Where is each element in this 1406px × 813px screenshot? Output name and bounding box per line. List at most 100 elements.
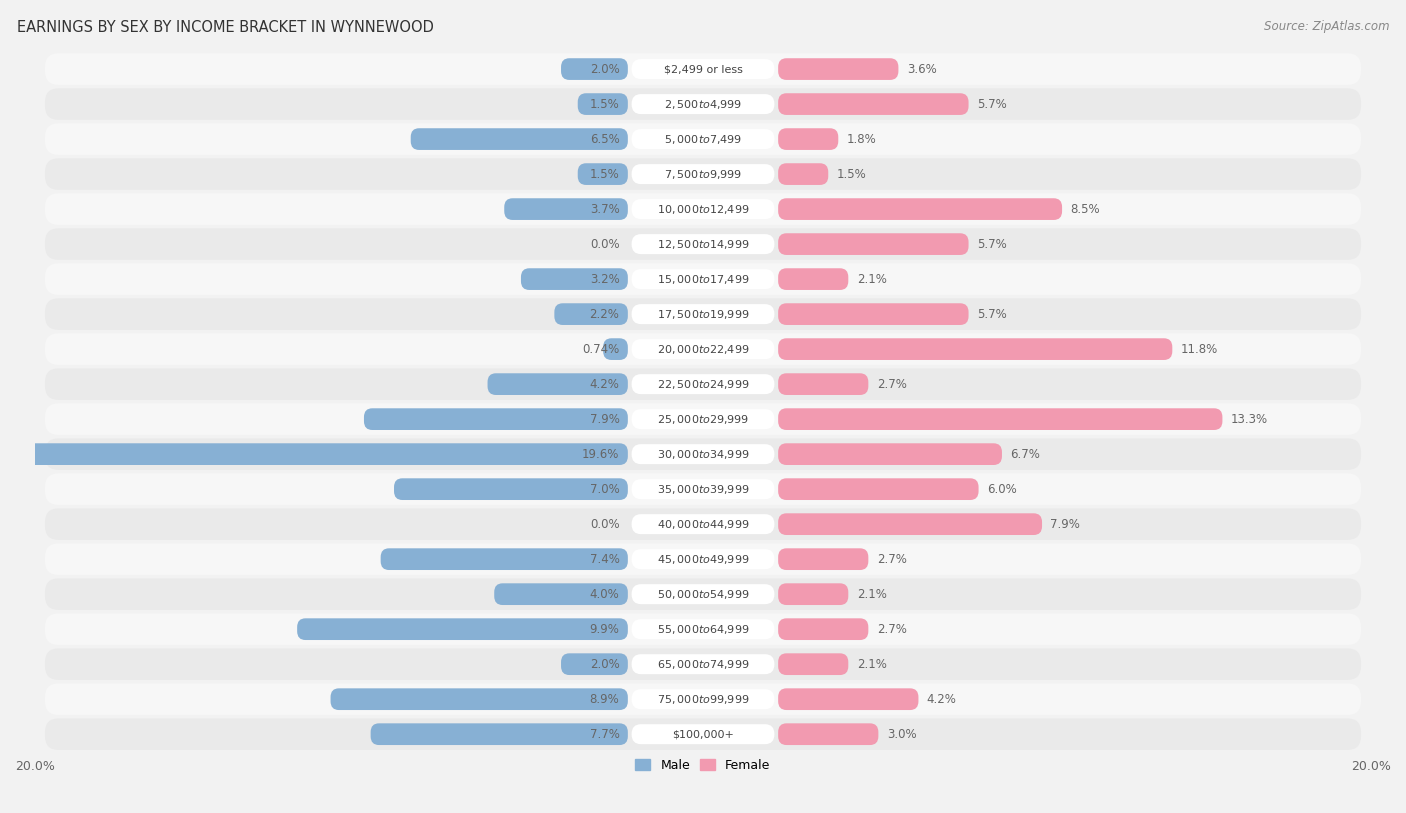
FancyBboxPatch shape [45,193,1361,225]
FancyBboxPatch shape [631,199,775,219]
FancyBboxPatch shape [45,54,1361,85]
Text: 2.1%: 2.1% [856,658,887,671]
FancyBboxPatch shape [631,304,775,324]
Text: 1.5%: 1.5% [589,98,620,111]
FancyBboxPatch shape [778,619,869,640]
Text: 1.5%: 1.5% [837,167,866,180]
FancyBboxPatch shape [778,654,848,675]
Text: 2.7%: 2.7% [877,553,907,566]
FancyBboxPatch shape [364,408,628,430]
FancyBboxPatch shape [45,124,1361,154]
FancyBboxPatch shape [778,338,1173,360]
Text: $7,500 to $9,999: $7,500 to $9,999 [664,167,742,180]
Text: 2.2%: 2.2% [589,307,620,320]
Text: 2.7%: 2.7% [877,623,907,636]
FancyBboxPatch shape [45,263,1361,295]
Text: 7.0%: 7.0% [589,483,620,496]
Text: 7.7%: 7.7% [589,728,620,741]
Text: $15,000 to $17,499: $15,000 to $17,499 [657,272,749,285]
FancyBboxPatch shape [778,59,898,80]
FancyBboxPatch shape [371,724,628,745]
Text: $30,000 to $34,999: $30,000 to $34,999 [657,448,749,461]
Text: 3.2%: 3.2% [589,272,620,285]
FancyBboxPatch shape [631,339,775,359]
FancyBboxPatch shape [505,198,628,220]
FancyBboxPatch shape [778,583,848,605]
Text: $55,000 to $64,999: $55,000 to $64,999 [657,623,749,636]
Text: 2.0%: 2.0% [589,658,620,671]
Text: 6.7%: 6.7% [1011,448,1040,461]
FancyBboxPatch shape [778,373,869,395]
FancyBboxPatch shape [45,333,1361,365]
Text: 7.4%: 7.4% [589,553,620,566]
FancyBboxPatch shape [631,444,775,464]
Text: 19.6%: 19.6% [582,448,620,461]
Text: 4.2%: 4.2% [927,693,956,706]
Text: 5.7%: 5.7% [977,98,1007,111]
Text: $45,000 to $49,999: $45,000 to $49,999 [657,553,749,566]
Text: 1.8%: 1.8% [846,133,876,146]
Text: $22,500 to $24,999: $22,500 to $24,999 [657,377,749,390]
Text: 8.9%: 8.9% [589,693,620,706]
FancyBboxPatch shape [631,234,775,254]
FancyBboxPatch shape [488,373,628,395]
FancyBboxPatch shape [778,513,1042,535]
Legend: Male, Female: Male, Female [630,754,776,777]
FancyBboxPatch shape [631,724,775,744]
FancyBboxPatch shape [778,408,1222,430]
FancyBboxPatch shape [778,478,979,500]
FancyBboxPatch shape [45,89,1361,120]
Text: 4.2%: 4.2% [589,377,620,390]
FancyBboxPatch shape [45,159,1361,190]
Text: $20,000 to $22,499: $20,000 to $22,499 [657,342,749,355]
FancyBboxPatch shape [45,614,1361,645]
FancyBboxPatch shape [631,654,775,674]
FancyBboxPatch shape [0,443,628,465]
FancyBboxPatch shape [778,128,838,150]
FancyBboxPatch shape [778,303,969,325]
FancyBboxPatch shape [631,269,775,289]
Text: $50,000 to $54,999: $50,000 to $54,999 [657,588,749,601]
FancyBboxPatch shape [778,268,848,290]
FancyBboxPatch shape [631,549,775,569]
FancyBboxPatch shape [778,163,828,185]
FancyBboxPatch shape [522,268,628,290]
FancyBboxPatch shape [631,374,775,394]
FancyBboxPatch shape [554,303,628,325]
Text: 2.1%: 2.1% [856,588,887,601]
FancyBboxPatch shape [631,689,775,709]
FancyBboxPatch shape [631,129,775,149]
Text: 2.0%: 2.0% [589,63,620,76]
FancyBboxPatch shape [45,298,1361,330]
FancyBboxPatch shape [778,443,1002,465]
Text: 8.5%: 8.5% [1070,202,1099,215]
FancyBboxPatch shape [631,585,775,604]
FancyBboxPatch shape [45,368,1361,400]
Text: $40,000 to $44,999: $40,000 to $44,999 [657,518,749,531]
Text: 7.9%: 7.9% [589,413,620,426]
Text: $100,000+: $100,000+ [672,729,734,739]
Text: 5.7%: 5.7% [977,307,1007,320]
FancyBboxPatch shape [330,689,628,710]
Text: 0.0%: 0.0% [591,237,620,250]
Text: $2,499 or less: $2,499 or less [664,64,742,74]
Text: 1.5%: 1.5% [589,167,620,180]
FancyBboxPatch shape [394,478,628,500]
FancyBboxPatch shape [561,654,628,675]
FancyBboxPatch shape [631,620,775,639]
FancyBboxPatch shape [631,514,775,534]
Text: 2.1%: 2.1% [856,272,887,285]
FancyBboxPatch shape [45,508,1361,540]
FancyBboxPatch shape [631,479,775,499]
FancyBboxPatch shape [631,409,775,429]
Text: $35,000 to $39,999: $35,000 to $39,999 [657,483,749,496]
FancyBboxPatch shape [578,93,628,115]
Text: $10,000 to $12,499: $10,000 to $12,499 [657,202,749,215]
Text: 6.5%: 6.5% [589,133,620,146]
FancyBboxPatch shape [45,438,1361,470]
FancyBboxPatch shape [778,233,969,255]
FancyBboxPatch shape [45,649,1361,680]
FancyBboxPatch shape [631,59,775,79]
FancyBboxPatch shape [45,578,1361,610]
FancyBboxPatch shape [45,473,1361,505]
